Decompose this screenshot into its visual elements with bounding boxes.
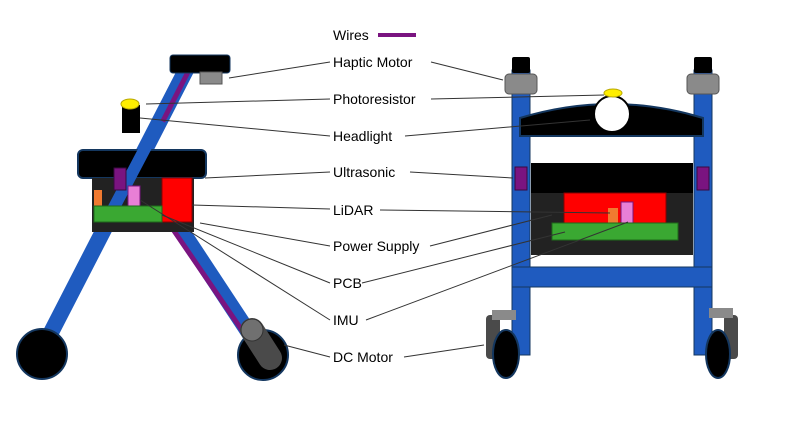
leader-pcb-right: [361, 231, 566, 284]
front-headlight: [593, 95, 631, 133]
leader-lines: [139, 61, 629, 358]
label-photoresistor: Photoresistor: [333, 91, 416, 107]
side-photoresistor: [120, 98, 140, 110]
leader-haptic-right: [430, 61, 504, 81]
front-right-grip: [694, 57, 712, 73]
front-crossbar: [511, 266, 713, 288]
leader-photo-right: [430, 94, 605, 100]
leader-lidar-left: [191, 204, 331, 210]
side-view: [16, 54, 289, 381]
component-labels: Haptic Motor Photoresistor Headlight Ult…: [333, 54, 419, 365]
leader-lidar-right: [379, 209, 611, 214]
front-right-ultrasonic: [696, 166, 710, 191]
front-imu: [620, 201, 634, 225]
side-handle: [169, 54, 231, 74]
front-right-haptic: [686, 73, 720, 95]
leader-photo-left: [145, 98, 331, 105]
leader-ultrasonic-right: [409, 171, 514, 179]
front-photoresistor: [603, 88, 623, 98]
side-pcb: [93, 205, 163, 223]
front-left-haptic: [504, 73, 538, 95]
leader-haptic-left: [228, 61, 331, 79]
label-headlight: Headlight: [333, 128, 392, 144]
front-power-supply: [608, 208, 618, 223]
side-imu: [127, 185, 141, 207]
label-haptic-motor: Haptic Motor: [333, 54, 413, 70]
side-ultrasonic: [113, 167, 127, 191]
front-right-motor-mount: [709, 308, 733, 318]
leader-headlight-left: [139, 117, 331, 137]
front-pcb: [551, 222, 679, 241]
front-left-grip: [512, 57, 530, 73]
side-dc-motor-cap: [240, 318, 264, 342]
front-top-body: [531, 163, 693, 193]
side-lidar: [161, 177, 193, 223]
side-haptic-motor: [199, 71, 223, 85]
label-dc-motor: DC Motor: [333, 349, 393, 365]
label-power-supply: Power Supply: [333, 238, 419, 254]
leader-dcmotor-right: [403, 344, 485, 358]
leader-imu-left: [139, 199, 331, 321]
leader-power-left: [199, 222, 331, 247]
side-front-wheel: [16, 328, 68, 380]
label-lidar: LiDAR: [333, 202, 373, 218]
label-imu: IMU: [333, 312, 359, 328]
legend-label: Wires: [333, 27, 369, 43]
side-headlight: [122, 105, 140, 133]
front-right-wheel: [705, 329, 731, 379]
side-front-leg-overlay: [104, 117, 166, 218]
label-ultrasonic: Ultrasonic: [333, 164, 395, 180]
front-left-wheel: [492, 329, 520, 379]
leader-ultrasonic-left: [204, 171, 331, 179]
front-left-motor-mount: [492, 310, 516, 320]
front-left-ultrasonic: [514, 166, 528, 191]
side-power-supply: [94, 190, 102, 206]
leader-pcb-left: [161, 214, 331, 284]
front-view: [486, 57, 738, 379]
legend: Wires: [333, 27, 416, 43]
leader-dcmotor-left: [283, 344, 331, 358]
label-pcb: PCB: [333, 275, 362, 291]
leader-power-right: [429, 214, 553, 247]
leader-headlight-right: [404, 119, 591, 137]
leader-imu-right: [365, 221, 629, 321]
